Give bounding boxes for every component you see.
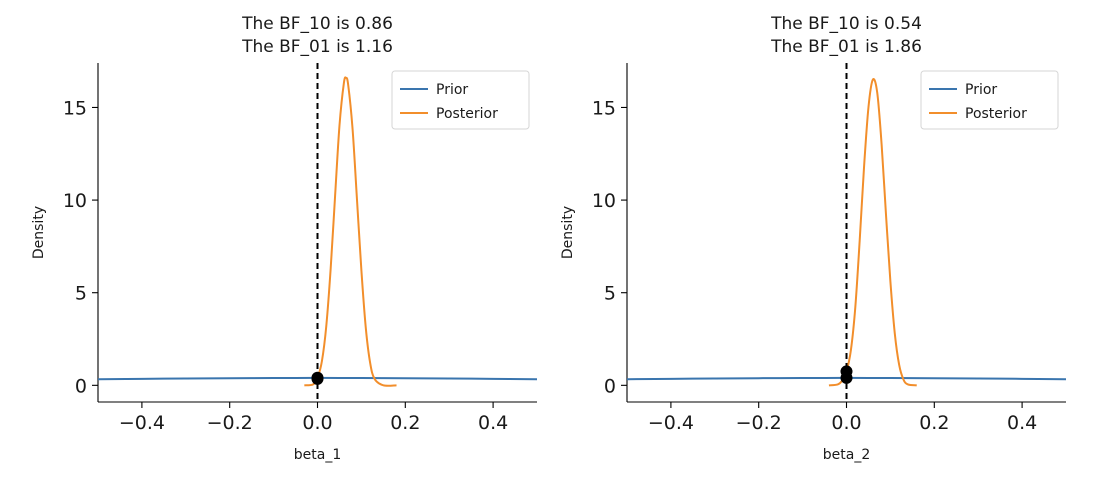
x-tick-label: −0.2 (736, 412, 782, 434)
y-axis-label: Density (31, 206, 47, 259)
legend-box (920, 70, 1059, 130)
legend-label-prior: Prior (965, 82, 997, 98)
legend-label-posterior: Posterior (965, 106, 1027, 122)
x-tick-label: 0.4 (1007, 412, 1037, 434)
series-line-posterior (828, 78, 917, 387)
density-point-2 (840, 365, 853, 378)
x-tick-label: 0.2 (390, 412, 420, 434)
chart-title-line-1: The BF_10 is 0.54 (770, 14, 922, 34)
x-tick-label: 0.0 (831, 412, 861, 434)
series-line-posterior (304, 76, 397, 387)
x-tick-label: 0.4 (478, 412, 508, 434)
y-axis-label: Density (560, 206, 576, 259)
x-tick-label: −0.4 (648, 412, 694, 434)
y-tick-label: 0 (75, 375, 87, 397)
y-tick-label: 5 (75, 283, 87, 305)
y-tick-label: 15 (63, 97, 87, 119)
x-tick-label: −0.2 (207, 412, 253, 434)
y-tick-label: 0 (604, 375, 616, 397)
x-tick-label: 0.0 (302, 412, 332, 434)
chart-title-line-2: The BF_01 is 1.86 (770, 37, 922, 57)
y-tick-label: 10 (63, 190, 87, 212)
y-tick-label: 15 (592, 97, 616, 119)
y-tick-label: 5 (604, 283, 616, 305)
legend: Prior Posterior (920, 70, 1059, 130)
legend: Prior Posterior (391, 70, 530, 130)
y-tick-label: 10 (592, 190, 616, 212)
subplot-1: The BF_10 is 0.86 The BF_01 is 1.16 0 5 10 15… (31, 14, 537, 463)
chart-title-line-1: The BF_10 is 0.86 (241, 14, 393, 34)
legend-box (391, 70, 530, 130)
subplot-2: The BF_10 is 0.54 The BF_01 is 1.86 0 5 10 15… (560, 14, 1066, 463)
density-point-2 (311, 371, 324, 384)
legend-label-prior: Prior (436, 82, 468, 98)
x-tick-label: −0.4 (119, 412, 165, 434)
x-axis-label: beta_1 (294, 447, 341, 463)
legend-label-posterior: Posterior (436, 106, 498, 122)
x-tick-label: 0.2 (919, 412, 949, 434)
chart-title-line-2: The BF_01 is 1.16 (241, 37, 393, 57)
x-axis-label: beta_2 (823, 447, 870, 463)
